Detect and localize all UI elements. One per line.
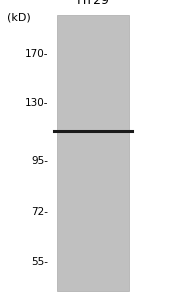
Text: HT29: HT29 (77, 0, 110, 8)
Bar (57, 15, 129, 291)
Text: 72-: 72- (31, 207, 48, 218)
Text: (kD): (kD) (7, 12, 31, 22)
Text: 95-: 95- (31, 156, 48, 166)
Text: 170-: 170- (25, 49, 48, 59)
Text: 55-: 55- (31, 257, 48, 267)
Text: 130-: 130- (25, 98, 48, 108)
